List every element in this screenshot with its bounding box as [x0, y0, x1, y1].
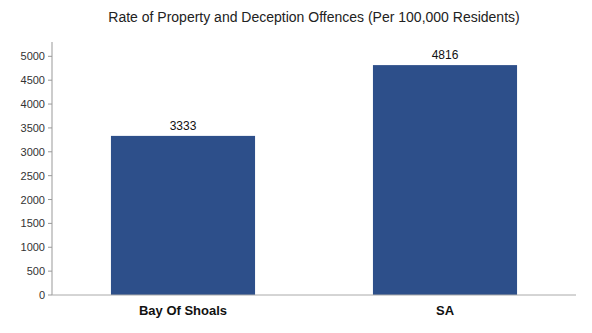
y-tick — [48, 127, 52, 128]
y-tick-label: 3000 — [21, 146, 45, 158]
y-tick-label: 2000 — [21, 194, 45, 206]
data-label: 4816 — [432, 48, 459, 62]
x-tick-label: Bay Of Shoals — [139, 303, 227, 318]
y-tick — [48, 175, 52, 176]
title: Rate of Property and Deception Offences … — [108, 9, 519, 25]
y-tick-label: 1500 — [21, 217, 45, 229]
bar — [111, 136, 255, 295]
y-tick-label: 5000 — [21, 50, 45, 62]
chart: Rate of Property and Deception Offences … — [0, 0, 592, 333]
y-tick — [48, 295, 52, 296]
y-tick — [48, 199, 52, 200]
y-tick — [48, 151, 52, 152]
y-tick — [48, 104, 52, 105]
bar — [373, 65, 517, 295]
y-tick-label: 0 — [39, 289, 45, 301]
y-tick — [48, 223, 52, 224]
chart-container: Rate of Property and Deception Offences … — [0, 0, 592, 333]
x-tick-label: SA — [436, 303, 455, 318]
x-axis: Bay Of Shoals SA — [139, 303, 455, 318]
y-tick-label: 500 — [27, 265, 45, 277]
y-tick — [48, 247, 52, 248]
y-tick-label: 4000 — [21, 98, 45, 110]
data-labels: 3333 4816 — [170, 48, 459, 133]
y-tick — [48, 56, 52, 57]
y-tick-label: 1000 — [21, 241, 45, 253]
data-label: 3333 — [170, 119, 197, 133]
y-tick-label: 3500 — [21, 122, 45, 134]
bars — [111, 65, 517, 295]
y-tick-label: 2500 — [21, 170, 45, 182]
y-tick — [48, 80, 52, 81]
y-tick-label: 4500 — [21, 74, 45, 86]
y-tick — [48, 271, 52, 272]
x-axis-line — [52, 295, 576, 296]
y-axis: 0 500 1000 1500 2000 2500 3000 3500 4000 4500 5000 — [21, 50, 52, 301]
